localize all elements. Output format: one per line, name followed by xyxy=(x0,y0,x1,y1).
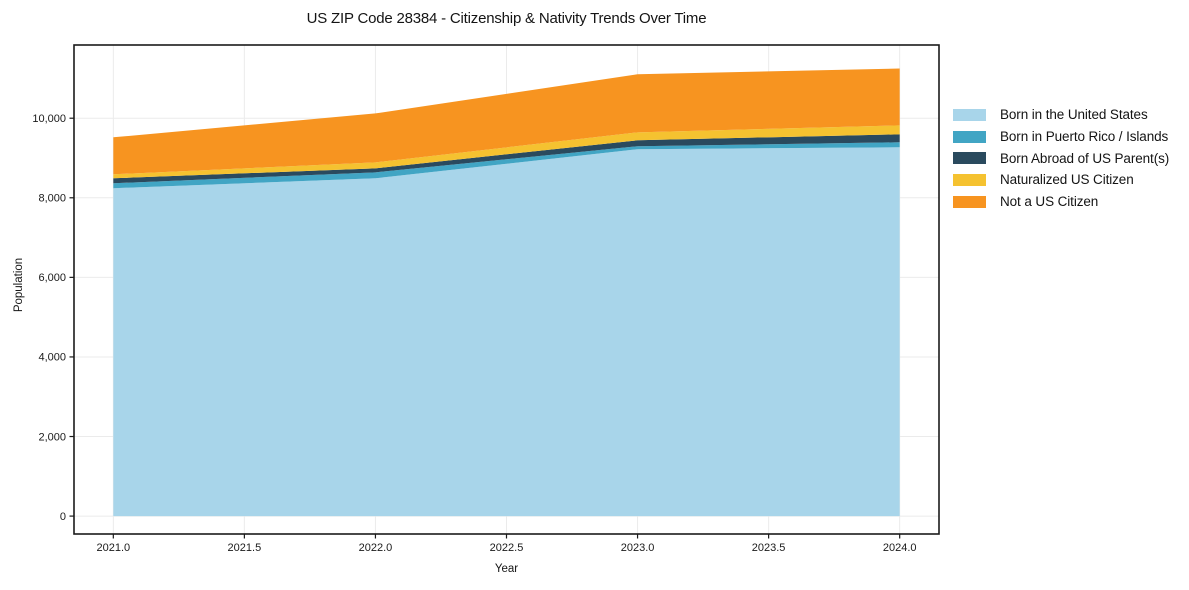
y-tick-label: 8,000 xyxy=(38,193,66,205)
legend-label: Naturalized US Citizen xyxy=(1000,172,1134,188)
y-tick-label: 6,000 xyxy=(38,272,66,284)
x-tick-label: 2022.0 xyxy=(359,542,393,554)
x-tick-label: 2024.0 xyxy=(883,542,917,554)
legend-swatch xyxy=(953,195,986,208)
area-born-in-puerto-rico-islands xyxy=(113,142,900,189)
x-tick-label: 2023.0 xyxy=(621,542,655,554)
legend-label: Born Abroad of US Parent(s) xyxy=(1000,150,1170,166)
legend-item-naturalized-us-citizen: Naturalized US Citizen xyxy=(953,169,1169,191)
y-tick-label: 2,000 xyxy=(38,431,66,443)
legend-label: Born in the United States xyxy=(1000,107,1148,123)
area-not-a-us-citizen xyxy=(113,68,900,175)
legend-item-born-in-puerto-rico-islands: Born in Puerto Rico / Islands xyxy=(953,126,1169,148)
x-axis-label: Year xyxy=(494,563,519,575)
area-born-abroad-of-us-parent-s xyxy=(113,134,900,184)
legend-item-born-in-the-united-states: Born in the United States xyxy=(953,104,1169,126)
legend-swatch xyxy=(953,152,986,165)
y-tick-label: 0 xyxy=(60,511,66,523)
legend-swatch xyxy=(953,108,986,121)
area-naturalized-us-citizen xyxy=(113,125,900,179)
y-tick-label: 10,000 xyxy=(32,113,66,125)
legend-label: Not a US Citizen xyxy=(1000,194,1099,210)
x-tick-label: 2022.5 xyxy=(490,542,524,554)
legend-swatch xyxy=(953,130,986,143)
y-tick-label: 4,000 xyxy=(38,352,66,364)
x-tick-label: 2021.0 xyxy=(96,542,130,554)
legend-item-not-a-us-citizen: Not a US Citizen xyxy=(953,191,1169,213)
chart-title: US ZIP Code 28384 - Citizenship & Nativi… xyxy=(306,10,707,27)
legend-label: Born in Puerto Rico / Islands xyxy=(1000,129,1169,145)
area-born-in-the-united-states xyxy=(113,147,900,517)
y-axis-label: Population xyxy=(13,257,25,313)
x-tick-label: 2023.5 xyxy=(752,542,786,554)
legend-swatch xyxy=(953,173,986,186)
x-tick-label: 2021.5 xyxy=(228,542,262,554)
legend-item-born-abroad-of-us-parent-s: Born Abroad of US Parent(s) xyxy=(953,147,1169,169)
legend: Born in the United States Born in Puerto … xyxy=(953,104,1169,212)
